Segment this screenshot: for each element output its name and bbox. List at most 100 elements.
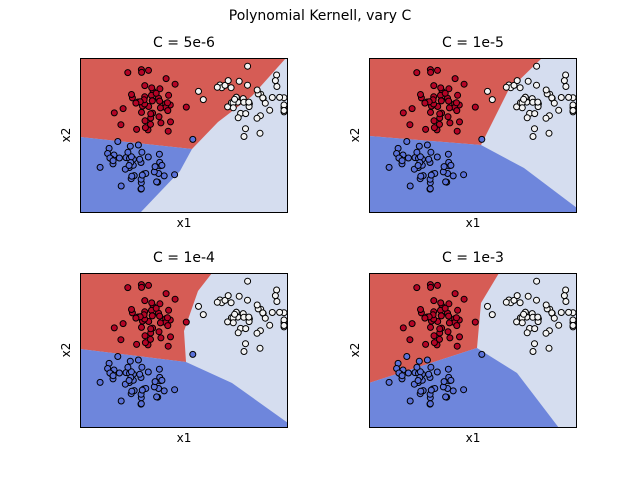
- data-point-blue: [151, 163, 159, 171]
- data-point-white: [253, 86, 261, 94]
- data-point-white: [224, 77, 232, 85]
- data-point-blue: [414, 377, 422, 384]
- data-point-white: [221, 81, 229, 89]
- data-point-red: [406, 121, 414, 129]
- data-point-blue: [124, 148, 132, 156]
- data-point-red: [430, 124, 438, 132]
- data-point-white: [244, 62, 252, 70]
- data-point-blue: [109, 157, 117, 165]
- data-point-red: [446, 119, 454, 127]
- data-point-red: [437, 97, 445, 105]
- data-point-blue: [155, 365, 163, 373]
- data-point-red: [148, 84, 156, 92]
- data-point-blue: [138, 171, 146, 179]
- data-point-red: [436, 325, 444, 333]
- data-point-blue: [426, 185, 434, 193]
- data-point-red: [156, 85, 164, 93]
- data-point-blue: [115, 369, 123, 377]
- data-point-red: [117, 336, 125, 344]
- data-point-red: [430, 117, 438, 125]
- data-point-white: [276, 308, 284, 316]
- data-point-blue: [415, 142, 423, 150]
- data-point-blue: [153, 393, 161, 401]
- data-point-red: [430, 297, 438, 305]
- data-point-red: [182, 318, 190, 326]
- data-point-white: [533, 81, 540, 89]
- data-point-red: [471, 103, 479, 111]
- data-point-blue: [136, 370, 144, 378]
- data-point-blue: [440, 163, 448, 171]
- data-point-blue: [144, 153, 152, 161]
- data-point-red: [155, 113, 163, 121]
- data-point-blue: [404, 154, 412, 162]
- data-point-white: [560, 292, 568, 300]
- data-point-white: [520, 310, 528, 318]
- data-point-red: [427, 283, 435, 291]
- data-point-red: [167, 333, 174, 341]
- data-point-red: [147, 335, 154, 343]
- data-point-red: [460, 80, 468, 88]
- data-point-red: [421, 99, 429, 107]
- data-point-white: [242, 125, 249, 133]
- data-point-white: [513, 292, 521, 300]
- data-point-red: [152, 89, 160, 97]
- data-point-red: [141, 124, 149, 132]
- data-point-red: [453, 342, 461, 350]
- data-point-white: [242, 110, 250, 118]
- data-point-white: [256, 344, 264, 352]
- data-point-red: [460, 295, 468, 303]
- data-point-white: [531, 125, 538, 133]
- data-point-red: [141, 332, 149, 340]
- data-point-red: [117, 121, 125, 129]
- data-point-white: [542, 329, 550, 337]
- data-point-red: [445, 85, 453, 93]
- data-point-red: [164, 127, 172, 135]
- data-point-red: [138, 283, 146, 291]
- data-point-red: [413, 284, 421, 292]
- data-point-red: [156, 97, 164, 105]
- data-point-red: [454, 91, 462, 99]
- data-point-red: [133, 340, 141, 348]
- data-point-red: [165, 91, 173, 99]
- x-axis-label: x1: [176, 431, 192, 445]
- data-point-blue: [115, 154, 123, 162]
- data-point-white: [542, 86, 550, 94]
- data-point-blue: [138, 148, 146, 156]
- data-point-blue: [385, 163, 393, 171]
- data-point-blue: [460, 386, 468, 394]
- data-point-blue: [158, 161, 166, 169]
- data-point-white: [276, 93, 284, 101]
- data-point-blue: [398, 157, 406, 165]
- data-point-white: [523, 114, 531, 122]
- data-point-white: [240, 133, 248, 140]
- data-point-red: [444, 113, 452, 121]
- data-point-blue: [151, 378, 159, 386]
- data-point-blue: [417, 387, 425, 395]
- data-point-white: [273, 286, 281, 294]
- data-point-red: [141, 297, 149, 305]
- data-point-blue: [124, 363, 132, 371]
- plot-area: [369, 58, 577, 213]
- data-point-white: [213, 298, 221, 306]
- data-point-blue: [134, 356, 142, 364]
- data-point-white: [562, 286, 570, 294]
- data-point-red: [128, 91, 135, 98]
- data-point-blue: [127, 368, 135, 376]
- data-point-white: [268, 94, 276, 101]
- data-point-white: [245, 98, 253, 106]
- data-point-white: [234, 114, 242, 122]
- data-point-white: [542, 301, 550, 309]
- data-point-red: [119, 105, 127, 113]
- data-point-white: [569, 322, 577, 329]
- data-point-blue: [404, 369, 412, 377]
- data-point-red: [164, 107, 172, 115]
- data-point-blue: [433, 153, 441, 161]
- subplot-title: C = 1e-4: [153, 250, 215, 266]
- data-point-white: [259, 309, 267, 317]
- data-point-blue: [415, 357, 423, 365]
- data-point-red: [427, 108, 434, 116]
- data-point-white: [518, 104, 526, 112]
- data-point-white: [242, 325, 250, 333]
- data-point-red: [147, 325, 155, 333]
- data-point-white: [542, 114, 550, 122]
